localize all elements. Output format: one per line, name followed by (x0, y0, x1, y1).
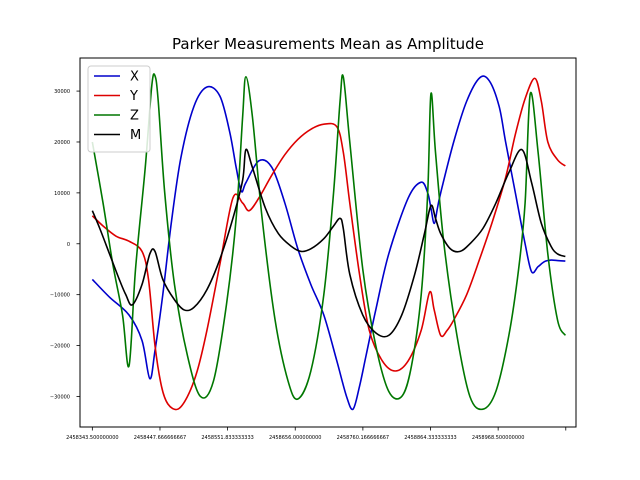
y-tick-label: −20000 (50, 344, 70, 350)
x-tick-label: 2458864.333333333 (404, 435, 457, 441)
legend-label-x: X (130, 70, 139, 85)
legend-box (87, 65, 151, 153)
legend-label-m: M (130, 128, 141, 143)
series-line-x (91, 75, 566, 411)
legend-label-z: Z (130, 109, 139, 124)
y-axis: −30000 −20000 −10000 0 10000 20000 30000 (50, 89, 80, 400)
x-tick-label: 2458968.500000000 (472, 435, 525, 441)
x-tick-label: 2458760.166666667 (337, 435, 390, 441)
series-lines (91, 73, 567, 411)
x-axis: 2458343.500000000 2458447.666666667 245855… (66, 427, 567, 441)
y-tick-label: −30000 (50, 394, 70, 400)
x-tick-label: 2458447.666666667 (134, 435, 187, 441)
series-line-m (91, 148, 566, 338)
x-tick-label: 2458656.000000000 (269, 435, 322, 441)
y-tick-label: −10000 (50, 293, 70, 299)
y-tick-label: 10000 (54, 191, 70, 197)
x-tick-label: 2458343.500000000 (66, 435, 119, 441)
y-tick-label: 30000 (54, 89, 70, 95)
chart-title: Parker Measurements Mean as Amplitude (172, 35, 484, 53)
series-line-y (91, 77, 566, 411)
legend-label-y: Y (129, 89, 138, 104)
y-tick-label: 0 (67, 242, 70, 248)
x-tick-label: 2458551.833333333 (201, 435, 254, 441)
y-tick-label: 20000 (54, 140, 70, 146)
plot-area (79, 57, 577, 428)
axes-frame (79, 57, 577, 428)
